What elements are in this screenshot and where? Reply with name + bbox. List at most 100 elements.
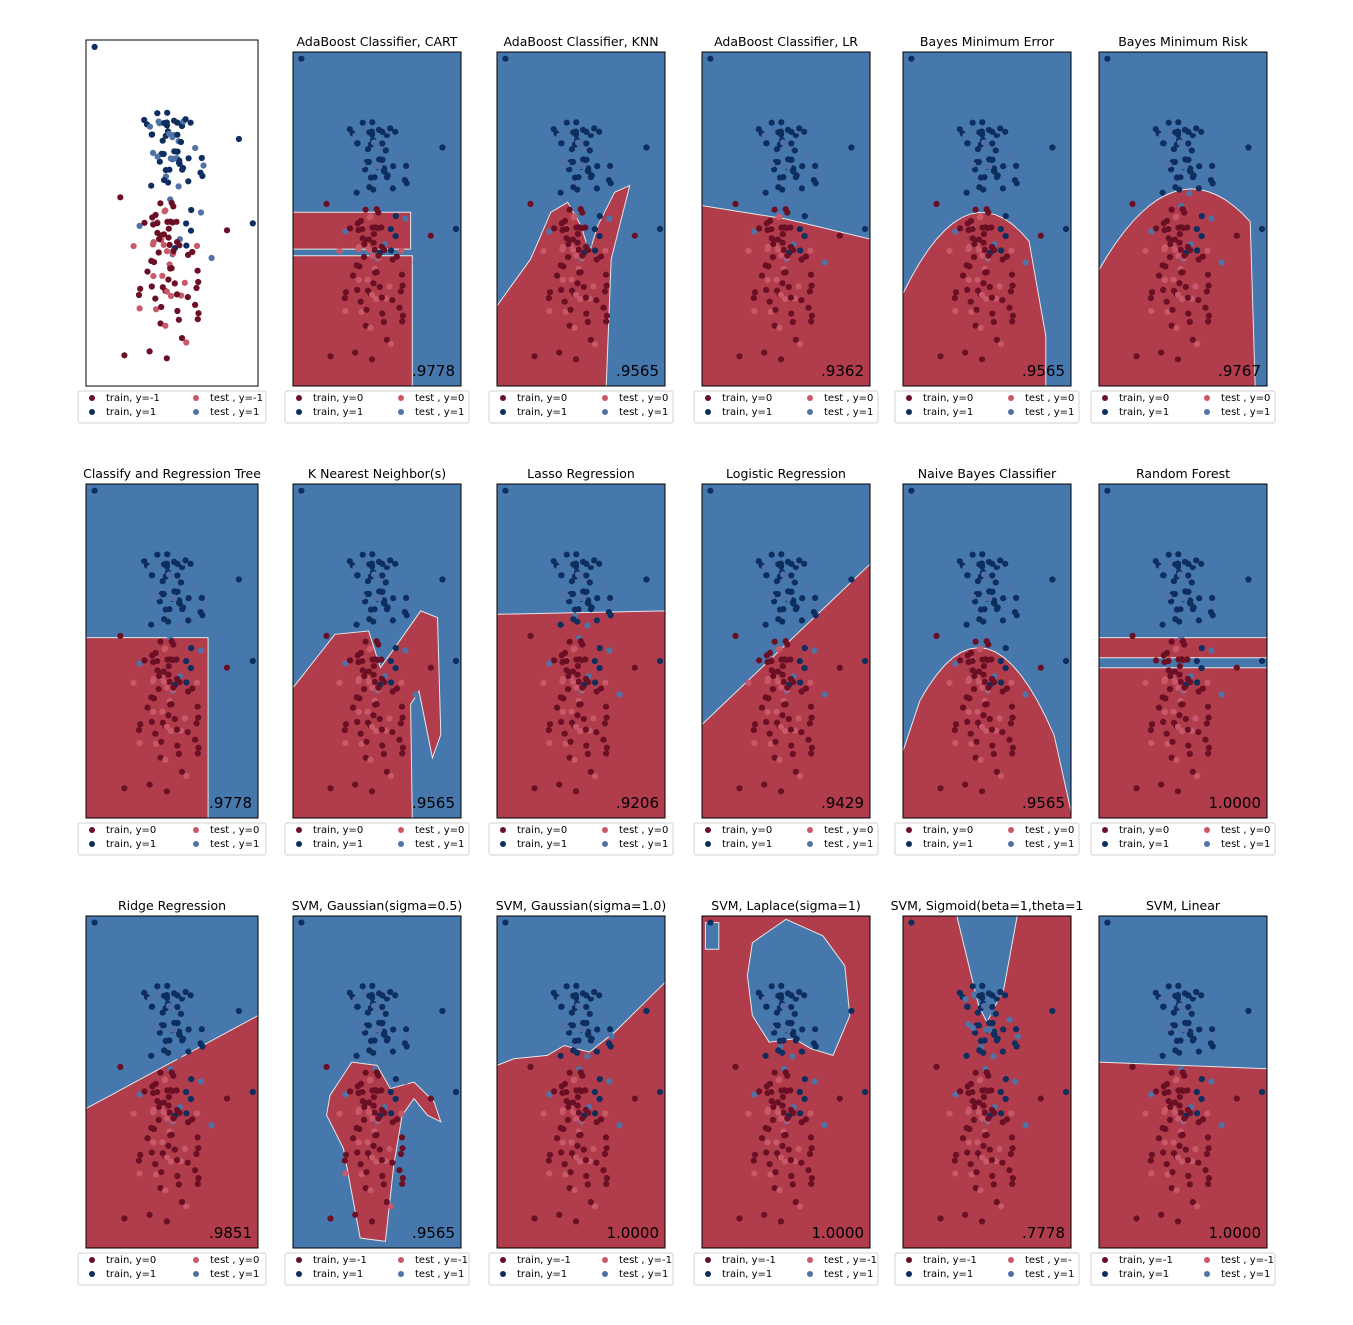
train-point <box>396 1167 402 1173</box>
train-point <box>812 595 818 601</box>
train-point <box>565 686 571 692</box>
legend-marker <box>1204 827 1210 833</box>
train-point <box>141 1088 147 1094</box>
train-point <box>354 1149 360 1155</box>
train-point <box>388 679 394 685</box>
legend-marker <box>807 841 813 847</box>
train-point <box>1160 1125 1166 1131</box>
train-point <box>994 337 1000 343</box>
test-point <box>601 1017 607 1023</box>
test-point <box>976 247 982 253</box>
train-point <box>369 119 375 125</box>
train-point <box>604 313 610 319</box>
test-point <box>369 1116 375 1122</box>
train-point <box>183 243 189 249</box>
train-point <box>1199 1076 1205 1082</box>
train-point <box>578 1069 584 1075</box>
train-point <box>399 750 405 756</box>
test-point <box>398 1110 404 1116</box>
train-point <box>809 745 815 751</box>
train-point <box>632 233 638 239</box>
train-point <box>157 200 163 206</box>
legend-label: train, y=0 <box>313 825 363 836</box>
train-point <box>573 983 579 989</box>
train-point <box>785 559 791 565</box>
test-point <box>977 646 983 652</box>
train-point <box>1176 187 1182 193</box>
train-point <box>376 127 382 133</box>
train-point <box>781 1132 787 1138</box>
train-point <box>971 1117 977 1123</box>
train-point <box>193 1151 199 1157</box>
train-point <box>933 633 939 639</box>
legend-marker <box>89 841 95 847</box>
train-point <box>1038 233 1044 239</box>
train-point <box>597 1076 603 1082</box>
train-point <box>377 716 383 722</box>
test-point <box>572 757 578 763</box>
legend-marker <box>705 1271 711 1277</box>
train-point <box>1185 1004 1191 1010</box>
train-point <box>797 226 803 232</box>
train-point <box>157 639 163 645</box>
train-point <box>732 201 738 207</box>
test-point <box>602 248 608 254</box>
train-point <box>372 1132 378 1138</box>
legend-marker <box>705 1257 711 1263</box>
test-point <box>166 571 172 577</box>
test-point <box>413 1122 419 1128</box>
test-point <box>765 277 771 283</box>
train-point <box>396 305 402 311</box>
test-point <box>952 740 958 746</box>
panel-3: AdaBoost Classifier, KNN.9565train, y=0t… <box>489 34 673 423</box>
test-point <box>778 253 784 259</box>
legend-label: test , y=1 <box>210 839 259 850</box>
train-point <box>379 311 385 317</box>
train-point <box>781 270 787 276</box>
train-point <box>390 1026 396 1032</box>
legend-marker <box>296 395 302 401</box>
train-point <box>567 307 573 313</box>
train-point <box>148 694 154 700</box>
train-point <box>778 563 784 569</box>
legend-label: test , y=1 <box>1221 1269 1270 1280</box>
test-point <box>751 740 757 746</box>
legend-label: train, y=1 <box>517 839 567 850</box>
test-point <box>751 308 757 314</box>
test-point <box>397 585 403 591</box>
test-point <box>156 560 162 566</box>
train-point <box>558 140 564 146</box>
train-point <box>603 704 609 710</box>
train-point <box>799 1049 805 1055</box>
test-point <box>602 1110 608 1116</box>
legend-label: train, y=1 <box>313 407 363 418</box>
legend-label: test , y=1 <box>415 1269 464 1280</box>
train-point <box>379 727 385 733</box>
train-point <box>962 350 968 356</box>
train-point <box>993 579 999 585</box>
legend-label: train, y=1 <box>313 839 363 850</box>
panel-title: SVM, Laplace(sigma=1) <box>711 898 860 913</box>
train-point <box>372 702 378 708</box>
train-point <box>179 335 185 341</box>
train-point <box>192 302 198 308</box>
train-point <box>1202 305 1208 311</box>
train-point <box>171 1020 177 1026</box>
train-point <box>379 1157 385 1163</box>
train-point <box>384 337 390 343</box>
test-point <box>1192 1146 1198 1152</box>
train-point <box>195 1181 201 1187</box>
train-point <box>964 1053 970 1059</box>
test-point <box>765 1139 771 1145</box>
train-point <box>1171 146 1177 152</box>
train-point <box>1009 750 1015 756</box>
test-point <box>977 1077 983 1083</box>
train-point <box>551 558 557 564</box>
test-point <box>159 273 165 279</box>
train-point <box>250 220 256 226</box>
legend-label: test , y=0 <box>619 393 668 404</box>
train-point <box>195 1175 201 1181</box>
train-point <box>379 295 385 301</box>
train-point <box>195 750 201 756</box>
train-point <box>356 659 362 665</box>
